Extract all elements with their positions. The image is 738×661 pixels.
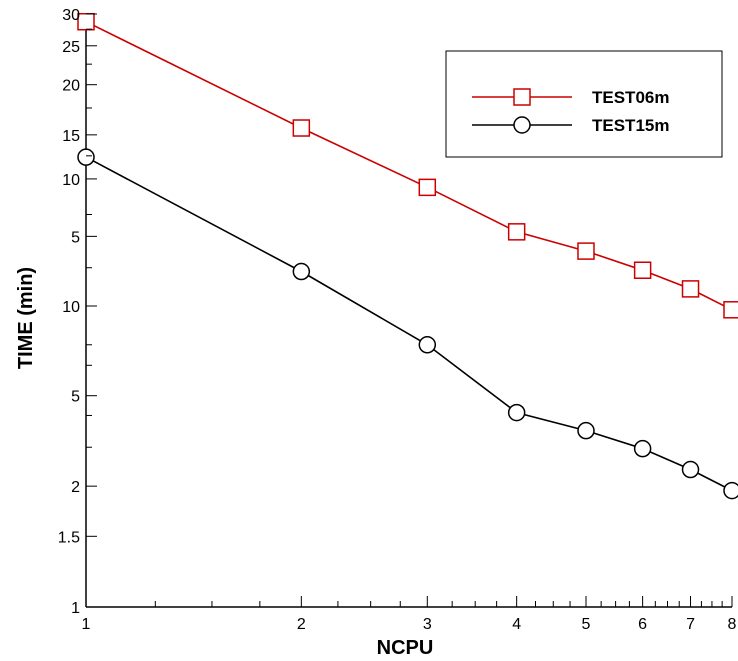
- y-tick-label: 25: [62, 39, 80, 56]
- y-tick-label: 20: [62, 78, 80, 95]
- legend-box: [445, 50, 723, 158]
- x-tick-label: 2: [297, 616, 306, 633]
- legend-marker-test06m: [513, 88, 531, 106]
- x-tick-label: 6: [638, 616, 647, 633]
- data-point-test06m: [292, 119, 311, 137]
- y-tick-label: 10: [62, 172, 80, 189]
- x-tick-label: 8: [728, 616, 737, 633]
- legend: TEST06m TEST15m: [445, 50, 723, 158]
- y-tick-label: 1: [71, 600, 80, 617]
- data-point-test06m: [633, 261, 652, 279]
- x-axis-title: NCPU: [377, 637, 434, 659]
- x-tick-label: 7: [686, 616, 695, 633]
- legend-label-test06m: TEST06m: [592, 88, 669, 107]
- legend-marker-test15m: [513, 116, 531, 134]
- y-tick-label: 1.5: [58, 529, 80, 546]
- data-point-test06m: [418, 178, 437, 197]
- legend-label-test15m: TEST15m: [592, 116, 669, 135]
- data-point-test15m: [633, 439, 652, 458]
- data-point-test15m: [507, 403, 526, 422]
- data-point-test06m: [507, 223, 526, 241]
- x-tick-label: 1: [82, 616, 91, 633]
- series-line-test15m: [85, 156, 733, 492]
- data-point-test06m: [77, 12, 95, 31]
- y-tick-label: 5: [71, 229, 80, 246]
- y-tick-label: 15: [62, 128, 80, 145]
- x-tick-label: 3: [423, 616, 432, 633]
- data-point-test06m: [681, 280, 700, 298]
- y-tick-label: 10: [62, 299, 80, 316]
- x-tick-label: 5: [582, 616, 591, 633]
- data-point-test15m: [77, 148, 95, 166]
- y-tick-label: 5: [71, 389, 80, 406]
- y-tick-label: 30: [62, 7, 80, 24]
- data-point-test06m: [723, 301, 738, 319]
- data-point-test15m: [292, 262, 311, 281]
- data-point-test15m: [418, 336, 437, 354]
- y-axis-title: TIME (min): [15, 267, 37, 369]
- data-point-test15m: [681, 460, 700, 479]
- data-point-test15m: [577, 421, 595, 440]
- y-tick-label: 2: [71, 479, 80, 496]
- data-point-test15m: [723, 481, 738, 500]
- data-point-test06m: [577, 242, 595, 260]
- x-tick-label: 4: [512, 616, 521, 633]
